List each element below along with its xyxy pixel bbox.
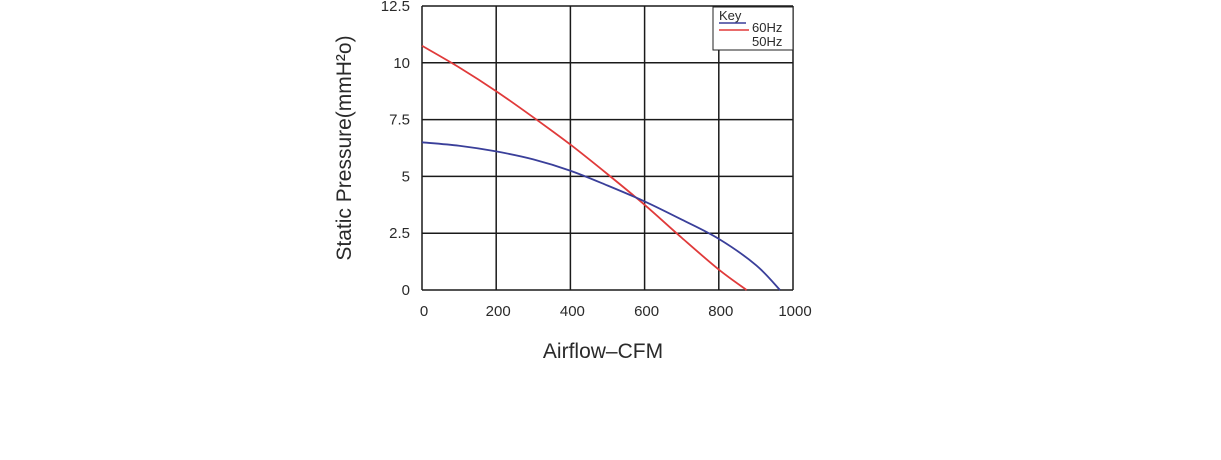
legend-label-50hz: 50Hz: [752, 34, 782, 49]
legend-label-60hz: 60Hz: [752, 20, 782, 35]
y-tick-label: 12.5: [381, 0, 410, 15]
x-tick-label: 1000: [778, 303, 811, 320]
y-tick-label: 7.5: [389, 112, 410, 129]
legend: Key 60Hz 50Hz: [712, 6, 794, 51]
y-tick-label: 5: [402, 168, 410, 185]
grid: [421, 5, 794, 291]
x-tick-label: 800: [708, 303, 733, 320]
y-axis-title: Static Pressure(mmH²o): [333, 35, 356, 260]
x-tick-label: 600: [634, 303, 659, 320]
y-tick-label: 2.5: [389, 225, 410, 242]
legend-box: [712, 6, 794, 51]
x-tick-label: 200: [486, 303, 511, 320]
series-line-60hz: [421, 44, 748, 291]
x-tick-label: 0: [420, 303, 428, 320]
x-axis-title: Airflow–CFM: [543, 340, 663, 363]
x-tick-label: 400: [560, 303, 585, 320]
y-tick-label: 0: [402, 282, 410, 299]
y-tick-label: 10: [393, 55, 410, 72]
tick-labels: 0 200 400 600 800 1000 0 2.5 5 7.5 10 12.5: [381, 0, 812, 320]
series-lines: [421, 44, 781, 291]
series-line-50hz: [421, 141, 781, 291]
legend-title: Key: [719, 8, 742, 23]
